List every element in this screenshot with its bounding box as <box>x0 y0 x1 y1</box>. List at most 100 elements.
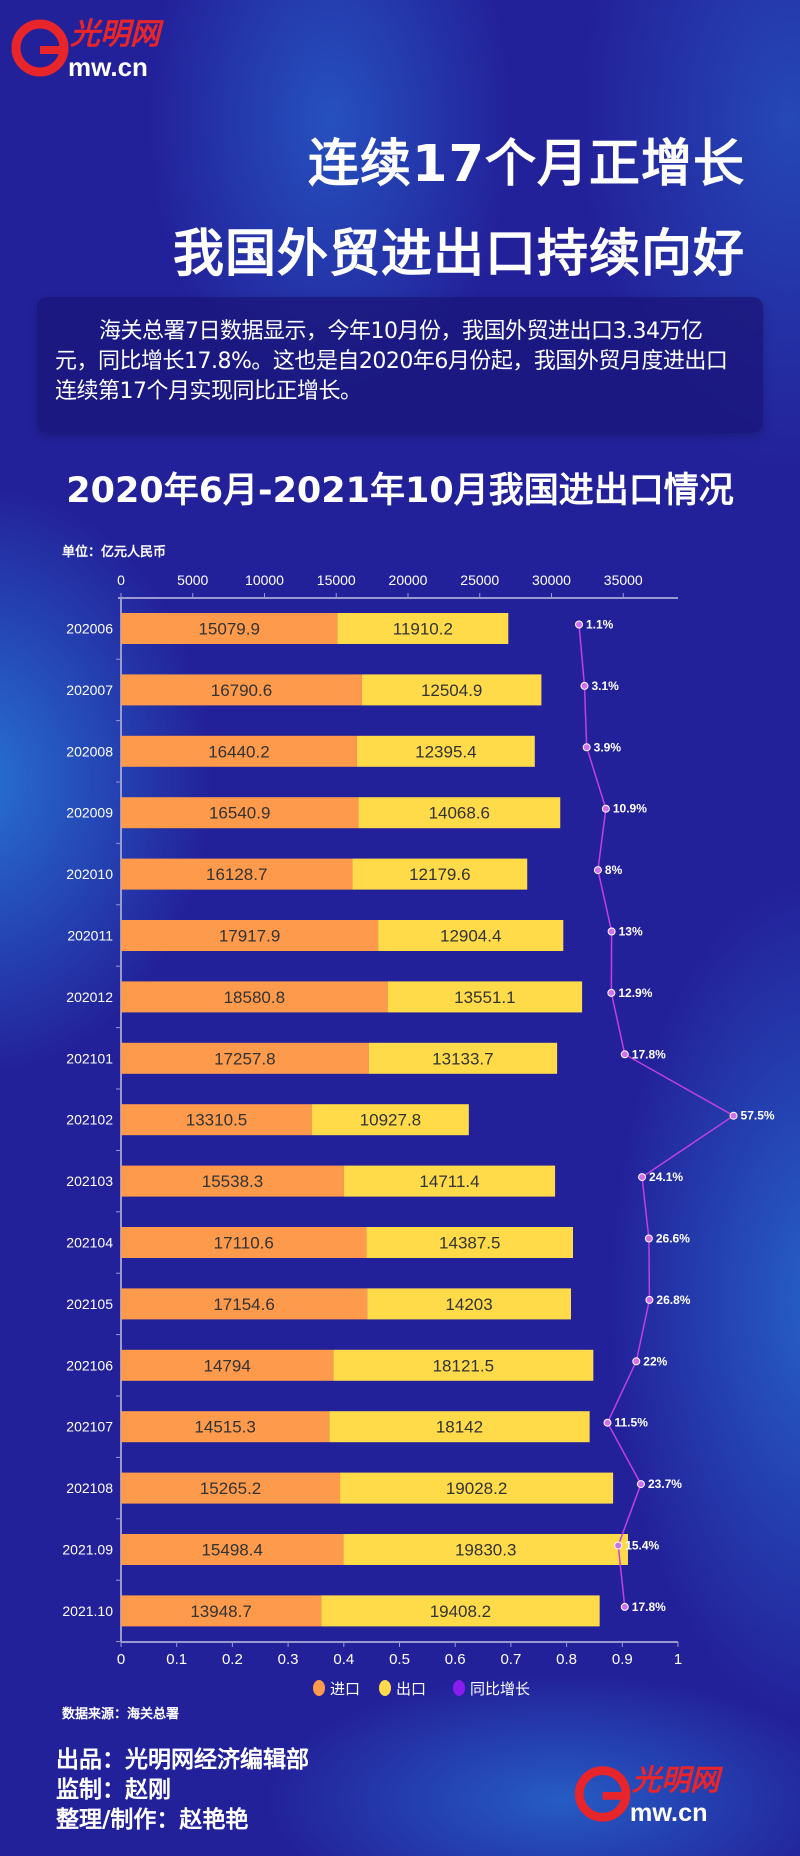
bottom-axis-tick-label: 0.9 <box>612 1651 633 1668</box>
bar-export-label: 18121.5 <box>433 1356 494 1375</box>
bar-export-label: 13551.1 <box>454 988 515 1007</box>
bar-export <box>312 1104 469 1136</box>
bar-export <box>333 1349 594 1381</box>
bar-export-label: 14203 <box>445 1295 492 1314</box>
bar-import-label: 13948.7 <box>190 1602 251 1621</box>
growth-point <box>632 1357 641 1366</box>
bar-import <box>121 1595 322 1627</box>
growth-label: 57.5% <box>741 1109 775 1123</box>
bottom-axis-tick-label: 0.6 <box>445 1651 466 1668</box>
bar-import <box>121 1411 330 1443</box>
bar-export <box>337 613 509 644</box>
svg-text:光明网: 光明网 <box>631 1765 724 1797</box>
bar-import <box>121 1472 341 1504</box>
bar-export-label: 19408.2 <box>430 1602 491 1621</box>
bar-import <box>121 920 379 951</box>
gmw-logo: 光明网 mw.cn <box>11 18 164 82</box>
bottom-axis-tick-label: 0.8 <box>556 1651 577 1668</box>
bottom-axis-tick-label: 0.7 <box>500 1651 521 1668</box>
growth-line <box>578 624 735 1607</box>
bar-export-label: 19830.3 <box>455 1541 516 1560</box>
category-label: 202008 <box>66 743 113 759</box>
growth-point <box>607 927 616 936</box>
title-line-2: 我国外贸进出口持续向好 <box>172 225 745 284</box>
growth-point <box>729 1111 738 1120</box>
growth-point <box>593 866 602 875</box>
growth-label: 22% <box>643 1354 667 1368</box>
bar-import <box>121 1104 313 1136</box>
growth-point <box>603 1418 612 1427</box>
category-label: 202012 <box>66 989 113 1005</box>
bottom-axis-tick-label: 0.2 <box>222 1651 243 1668</box>
category-label: 2021.10 <box>62 1603 113 1619</box>
bar-export <box>343 1165 556 1197</box>
category-label: 202102 <box>66 1112 113 1128</box>
legend-label: 出口 <box>396 1681 426 1698</box>
bar-export <box>343 1534 628 1565</box>
growth-label: 3.9% <box>594 740 622 754</box>
bar-export-label: 14068.6 <box>429 804 490 823</box>
growth-point <box>620 1050 629 1059</box>
credit-producer: 出品：光明网经济编辑部 <box>56 1747 309 1773</box>
bar-export-label: 13133.7 <box>432 1049 493 1068</box>
legend-marker <box>379 1680 391 1696</box>
growth-point <box>575 620 584 629</box>
growth-point <box>636 1480 645 1489</box>
credit-supervisor: 监制：赵刚 <box>56 1777 171 1803</box>
bottom-axis-tick-label: 0 <box>117 1651 125 1668</box>
growth-label: 12.9% <box>618 986 652 1000</box>
bar-import-label: 15498.4 <box>201 1541 262 1560</box>
category-label: 202108 <box>66 1480 113 1496</box>
top-axis-tick-label: 35000 <box>604 572 643 588</box>
category-label: 202101 <box>66 1050 113 1066</box>
bar-import <box>121 1165 344 1197</box>
category-label: 202107 <box>66 1419 113 1435</box>
top-axis-tick-label: 5000 <box>177 572 208 588</box>
bar-export-label: 10927.8 <box>360 1111 421 1130</box>
bar-export-label: 12904.4 <box>440 927 501 946</box>
gmw-logo-bottom: 光明网 mw.cn <box>574 1765 724 1827</box>
legend-marker <box>313 1680 325 1696</box>
growth-point <box>580 681 589 690</box>
bar-import <box>121 1288 368 1320</box>
growth-label: 26.6% <box>656 1232 690 1246</box>
bar-export <box>361 674 542 706</box>
top-axis-tick-label: 20000 <box>389 572 428 588</box>
top-axis-tick-label: 15000 <box>317 572 356 588</box>
intro-box: 海关总署7日数据显示，今年10月份，我国外贸进出口3.34万亿元，同比增长17.… <box>37 297 763 433</box>
bar-import <box>121 981 388 1013</box>
bar-export-label: 11910.2 <box>393 620 453 639</box>
bar-import <box>121 674 362 706</box>
category-label: 202006 <box>66 621 113 637</box>
growth-point <box>644 1234 653 1243</box>
bar-export <box>367 1288 571 1320</box>
top-axis-tick-label: 10000 <box>245 572 284 588</box>
legend-label: 同比增长 <box>470 1681 530 1698</box>
bar-export <box>387 981 583 1013</box>
bar-export-label: 12179.6 <box>409 865 470 884</box>
growth-point <box>607 988 616 997</box>
bar-import-label: 14794 <box>204 1356 251 1375</box>
bar-import-label: 17257.8 <box>214 1049 275 1068</box>
bar-export-label: 14387.5 <box>439 1234 500 1253</box>
bar-export <box>352 858 528 890</box>
category-label: 202010 <box>66 866 113 882</box>
bar-import <box>121 1534 344 1565</box>
bar-export-label: 18142 <box>436 1418 483 1437</box>
bar-import-label: 16540.9 <box>209 804 270 823</box>
bar-export <box>378 920 564 951</box>
category-label: 202104 <box>66 1235 113 1251</box>
growth-label: 8% <box>605 863 623 877</box>
bar-import <box>121 1349 334 1381</box>
growth-label: 3.1% <box>591 679 619 693</box>
category-label: 202105 <box>66 1296 113 1312</box>
bar-export-label: 19028.2 <box>446 1479 507 1498</box>
bar-import <box>121 613 338 644</box>
chart-title: 2020年6月-2021年10月我国进出口情况 <box>66 471 734 511</box>
bar-import-label: 16128.7 <box>206 865 267 884</box>
bar-import-label: 17110.6 <box>214 1234 274 1253</box>
growth-label: 17.8% <box>632 1047 666 1061</box>
bar-import-label: 16790.6 <box>211 681 272 700</box>
growth-label: 15.4% <box>625 1539 659 1553</box>
